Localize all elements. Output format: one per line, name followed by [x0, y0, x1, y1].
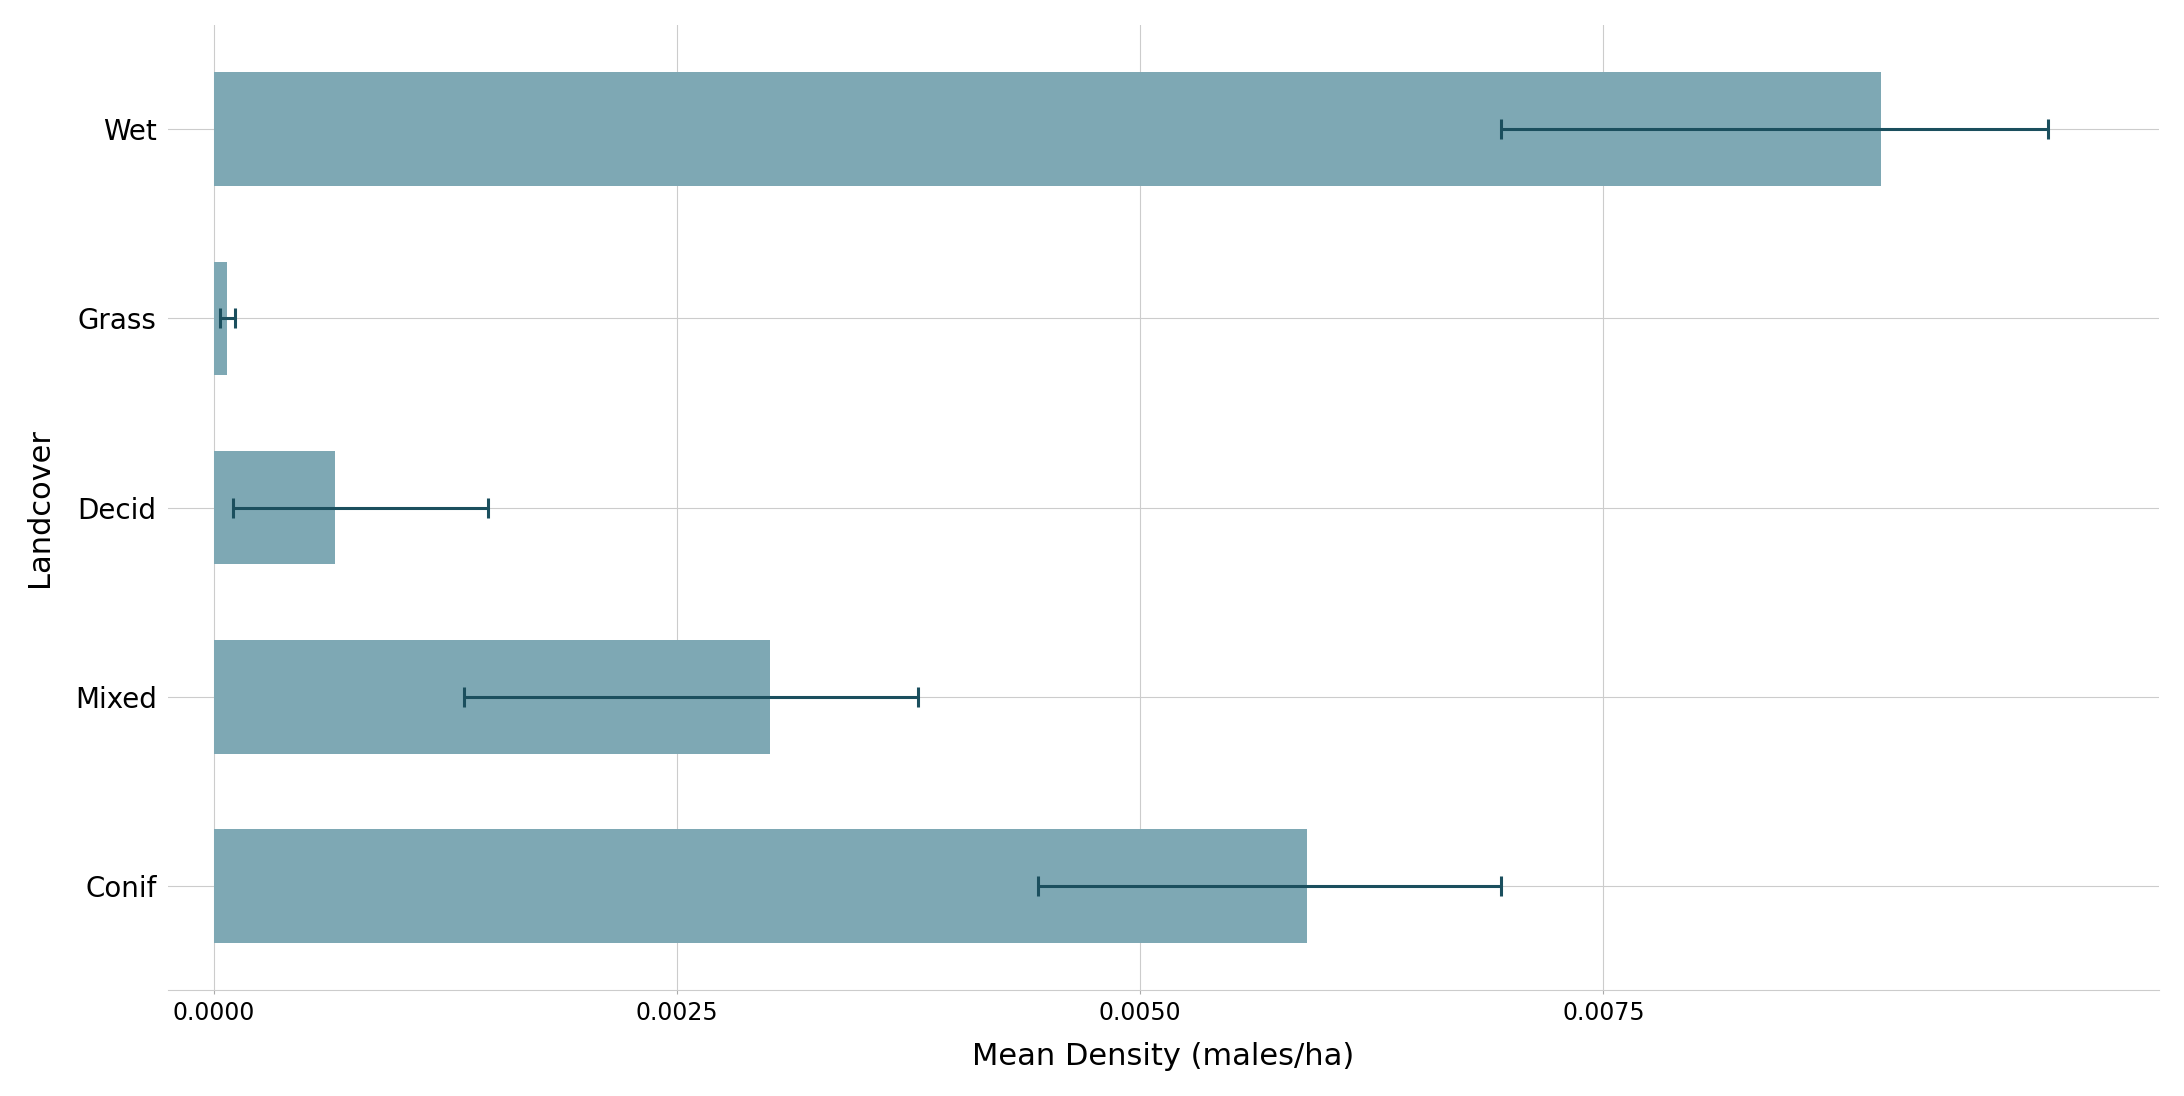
Bar: [214, 830, 1306, 943]
Bar: [214, 72, 1880, 186]
X-axis label: Mean Density (males/ha): Mean Density (males/ha): [972, 1042, 1354, 1071]
Bar: [214, 640, 769, 754]
Bar: [214, 450, 334, 564]
Bar: [214, 262, 227, 375]
Y-axis label: Landcover: Landcover: [24, 429, 55, 587]
